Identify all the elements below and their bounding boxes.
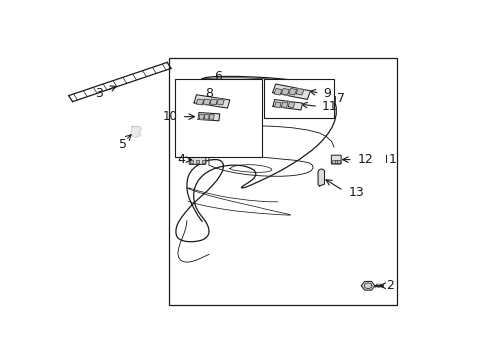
Polygon shape	[288, 89, 296, 95]
Text: 6: 6	[214, 70, 222, 83]
FancyBboxPatch shape	[189, 155, 205, 164]
Polygon shape	[203, 114, 209, 119]
Bar	[332, 159, 335, 163]
Text: 5: 5	[118, 138, 126, 151]
Text: 8: 8	[204, 87, 212, 100]
Text: 11: 11	[321, 100, 337, 113]
Polygon shape	[274, 102, 281, 108]
Polygon shape	[131, 127, 141, 137]
Bar	[202, 159, 204, 163]
Polygon shape	[295, 89, 303, 95]
Polygon shape	[287, 102, 294, 108]
Bar	[190, 159, 193, 163]
Text: 7: 7	[336, 92, 345, 105]
Text: 12: 12	[357, 153, 372, 166]
Text: 13: 13	[347, 186, 364, 199]
Polygon shape	[203, 99, 210, 105]
Text: 3: 3	[95, 87, 103, 100]
Polygon shape	[281, 89, 289, 95]
Polygon shape	[194, 95, 229, 108]
Polygon shape	[209, 99, 217, 105]
Polygon shape	[198, 113, 219, 121]
Polygon shape	[274, 89, 282, 95]
Polygon shape	[317, 169, 324, 186]
Text: 2: 2	[386, 279, 393, 292]
Polygon shape	[361, 282, 374, 290]
Polygon shape	[272, 99, 302, 110]
Polygon shape	[209, 114, 214, 119]
Polygon shape	[281, 102, 287, 108]
Text: 9: 9	[323, 87, 330, 100]
Polygon shape	[216, 99, 224, 105]
Polygon shape	[272, 84, 310, 99]
Bar	[169, 58, 396, 305]
Bar	[175, 79, 262, 157]
Bar	[336, 159, 339, 163]
Text: 4: 4	[177, 153, 185, 166]
Text: 1: 1	[388, 153, 396, 166]
Text: 10: 10	[163, 110, 178, 123]
Bar	[264, 79, 333, 118]
FancyBboxPatch shape	[331, 155, 341, 164]
Polygon shape	[199, 114, 204, 119]
Polygon shape	[196, 99, 203, 105]
Bar	[334, 159, 337, 163]
Bar	[196, 159, 199, 163]
